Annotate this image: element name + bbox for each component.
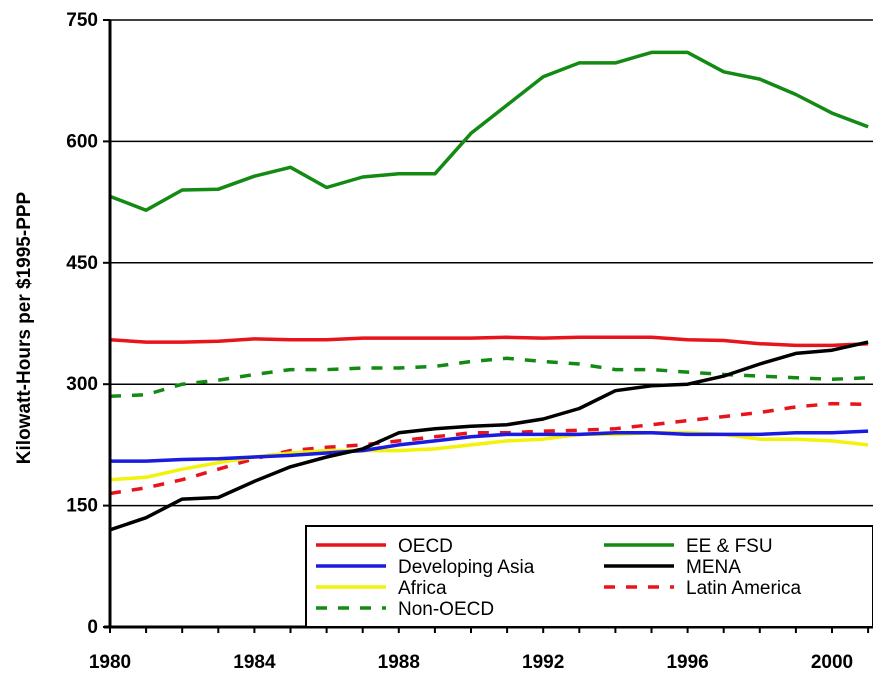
series-line-mena: [110, 340, 869, 532]
x-tick-label: 1980: [89, 652, 131, 673]
y-tick-labels: 0 150 300 450 600 750: [66, 10, 98, 638]
x-tick-label: 1992: [522, 652, 564, 673]
y-tick-label: 450: [66, 253, 98, 274]
legend-box: [305, 525, 873, 628]
y-tick-label: 300: [66, 374, 98, 395]
legend-label: Developing Asia: [398, 557, 535, 578]
y-axis-label: Kilowatt-Hours per $1995-PPP: [14, 191, 35, 464]
series-line-ee-fsu: [110, 50, 869, 212]
legend: OECD EE & FSU Developing Asia MENA Africa Lat…: [305, 525, 873, 628]
y-tick-label: 600: [66, 131, 98, 152]
x-tick-label: 1996: [666, 652, 708, 673]
y-tick-label: 150: [66, 496, 98, 517]
legend-label: OECD: [398, 536, 453, 557]
legend-label: EE & FSU: [686, 536, 773, 557]
x-tick-label: 1984: [233, 652, 276, 673]
series-line-developing-asia: [110, 429, 869, 463]
gridlines: [110, 19, 873, 507]
series-lines: [110, 50, 869, 532]
x-tick-labels: 1980 1984 1988 1992 1996 2000: [89, 652, 853, 673]
legend-label: Africa: [398, 578, 447, 599]
legend-label: Non-OECD: [398, 599, 494, 620]
x-tick-label: 2000: [811, 652, 853, 673]
legend-label: Latin America: [686, 578, 802, 599]
series-line-oecd: [110, 335, 869, 348]
x-tick-label: 1988: [378, 652, 420, 673]
series-line-latin-america: [110, 401, 869, 496]
series-line-africa: [110, 431, 869, 482]
series-line-non-oecd: [110, 356, 869, 399]
legend-label: MENA: [686, 557, 741, 578]
y-tick-label: 750: [66, 10, 98, 31]
y-tick-label: 0: [87, 617, 98, 638]
